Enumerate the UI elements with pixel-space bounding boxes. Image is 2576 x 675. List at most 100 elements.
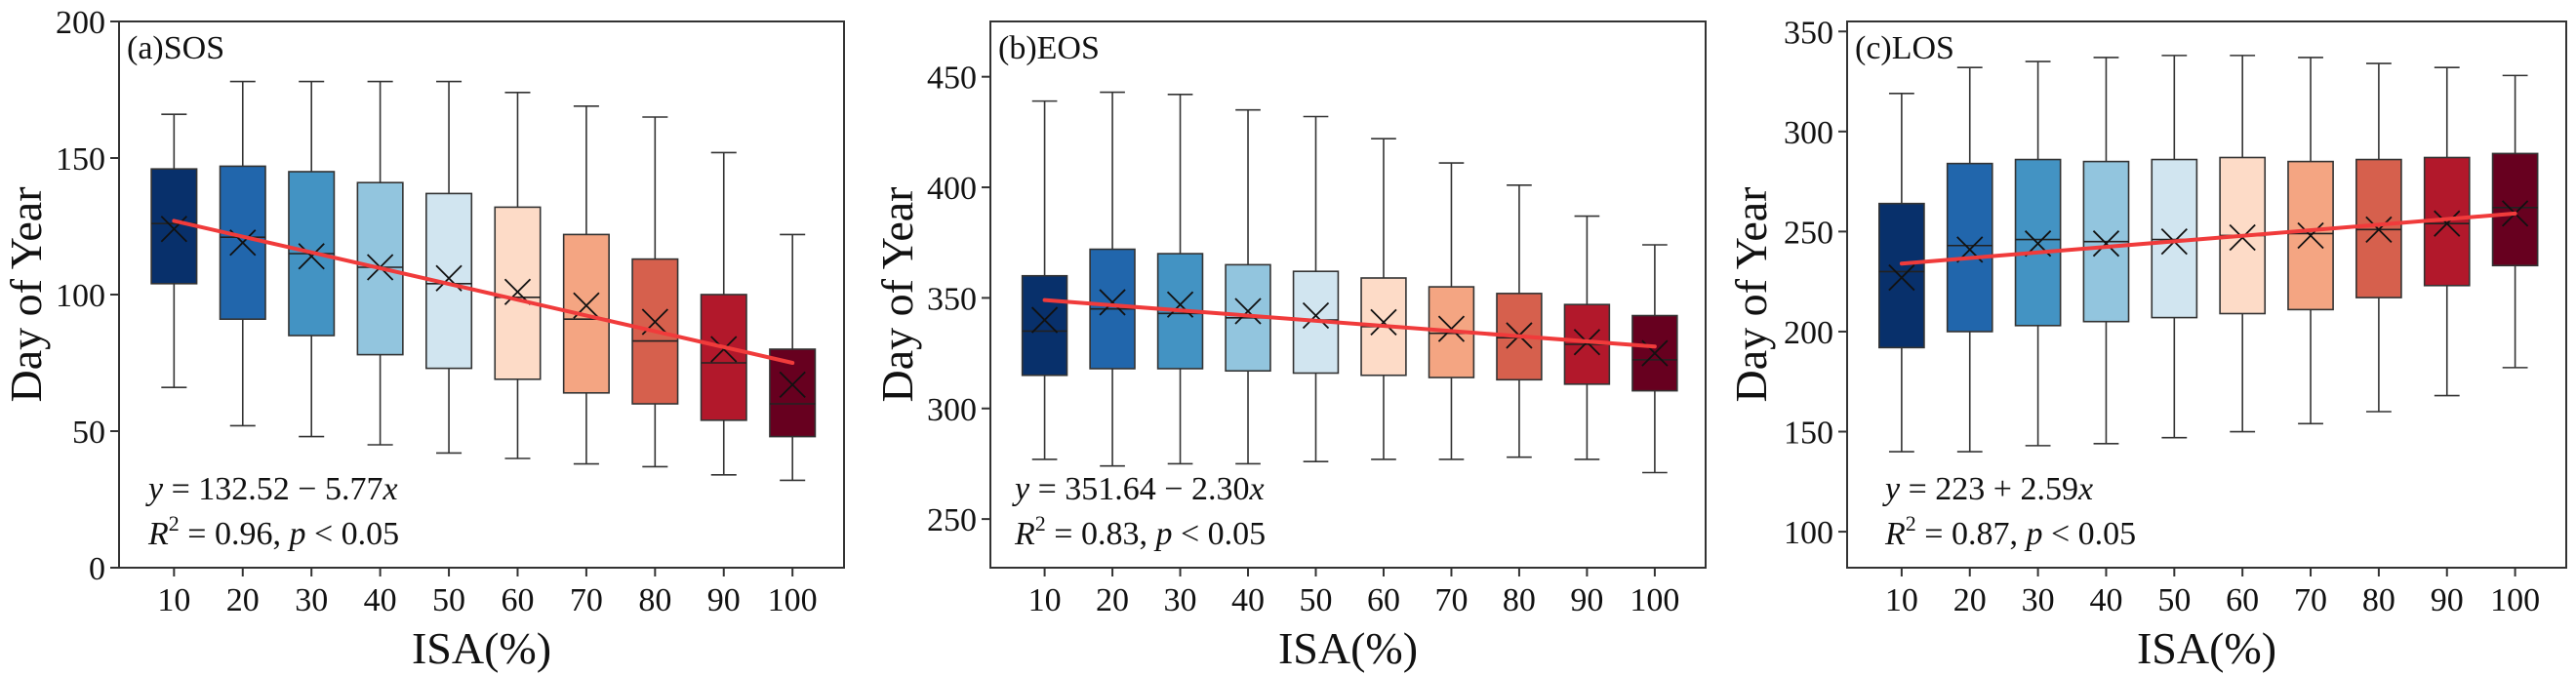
x-tick-label: 100 — [2490, 582, 2540, 618]
y-tick-label: 350 — [1784, 15, 1833, 51]
box-80 — [1496, 183, 1543, 458]
panel-title: (b)EOS — [998, 30, 1100, 66]
mean-marker — [2297, 221, 2324, 250]
box-100 — [1631, 244, 1678, 474]
box-10 — [1021, 99, 1068, 460]
box-50 — [1292, 115, 1340, 462]
box-30 — [1156, 94, 1204, 465]
mean-marker — [1888, 263, 1915, 292]
iqr-box — [2151, 158, 2198, 319]
box-90 — [1563, 215, 1611, 460]
iqr-box — [2491, 152, 2539, 267]
x-tick-label: 70 — [570, 582, 603, 618]
y-tick-label: 400 — [927, 171, 977, 207]
iqr-box — [1021, 274, 1068, 377]
x-axis-title: ISA(%) — [2137, 623, 2276, 673]
y-tick-label: 100 — [1784, 515, 1833, 551]
x-tick-label: 20 — [1096, 582, 1129, 618]
mean-marker — [2365, 216, 2393, 243]
iqr-box — [1878, 202, 1925, 349]
mean-marker — [503, 278, 532, 305]
mean-marker — [779, 371, 806, 399]
panel-eos: 250 300 350 400 450 10 20 30 40 50 60 70 80 90 100 (b)E… — [872, 20, 1707, 673]
x-tick-label: 70 — [1434, 582, 1468, 618]
iqr-box — [700, 294, 747, 421]
x-tick-label: 40 — [2089, 582, 2122, 618]
box-40 — [2082, 57, 2130, 445]
box-20 — [1946, 66, 1993, 453]
trend-line — [1042, 298, 1657, 349]
x-tick-label: 100 — [1630, 582, 1679, 618]
panel-sos: 0 50 100 150 200 10 20 30 40 50 60 70 80 90 100 (a)SOS y… — [1, 5, 845, 673]
mean-marker — [1437, 315, 1466, 342]
box-20 — [1089, 91, 1136, 467]
x-tick-label: 80 — [1503, 582, 1536, 618]
y-tick-label: 300 — [1784, 115, 1833, 151]
box-60 — [2219, 55, 2267, 433]
box-30 — [2014, 60, 2062, 447]
y-tick-label: 300 — [927, 392, 977, 428]
x-tick-label: 60 — [2226, 582, 2259, 618]
x-tick-label: 70 — [2294, 582, 2327, 618]
y-axis-title: Day of Year — [1726, 186, 1776, 402]
iqr-box — [356, 181, 404, 356]
box-40 — [356, 80, 404, 446]
x-tick-label: 80 — [638, 582, 671, 618]
y-tick-label: 0 — [89, 551, 105, 587]
plot-frame — [1846, 20, 2567, 569]
y-tick-label: 200 — [1784, 315, 1833, 351]
panel-title: (c)LOS — [1855, 30, 1954, 66]
box-70 — [2287, 57, 2334, 425]
x-tick-label: 30 — [1164, 582, 1197, 618]
x-tick-label: 30 — [2022, 582, 2055, 618]
mean-marker — [2092, 230, 2120, 258]
mean-marker — [229, 229, 257, 257]
x-tick-label: 50 — [2157, 582, 2191, 618]
y-tick-label: 350 — [927, 281, 977, 317]
mean-marker — [1166, 291, 1194, 318]
x-tick-label: 60 — [1367, 582, 1400, 618]
box-50 — [2151, 55, 2198, 439]
mean-marker — [1234, 298, 1262, 325]
y-tick-label: 450 — [927, 60, 977, 97]
mean-marker — [1370, 308, 1397, 336]
x-tick-label: 90 — [707, 582, 741, 618]
y-tick-label: 100 — [56, 278, 105, 314]
box-80 — [631, 116, 679, 468]
box-60 — [494, 92, 542, 459]
trend-line — [1899, 211, 2517, 266]
y-tick-label: 200 — [56, 5, 105, 41]
x-tick-label: 10 — [1028, 582, 1062, 618]
mean-marker — [1302, 301, 1330, 330]
y-tick-label: 250 — [927, 502, 977, 538]
x-tick-label: 60 — [501, 582, 534, 618]
mean-marker — [2434, 210, 2461, 237]
box-10 — [1878, 93, 1925, 453]
box-80 — [2355, 62, 2402, 413]
y-axis-title: Day of Year — [1, 186, 51, 402]
box-70 — [562, 105, 610, 465]
x-tick-label: 90 — [2431, 582, 2464, 618]
mean-marker — [710, 336, 738, 363]
box-10 — [150, 113, 198, 389]
iqr-box — [1946, 162, 1993, 333]
box-100 — [2491, 74, 2539, 369]
x-tick-label: 10 — [157, 582, 190, 618]
regression-equation: y = 351.64 − 2.30x — [1012, 471, 1265, 507]
regression-equation: y = 223 + 2.59x — [1882, 471, 2093, 507]
x-axis-title: ISA(%) — [1278, 623, 1418, 673]
regression-stats: R2 = 0.96, p < 0.05 — [147, 511, 399, 552]
trend-line — [172, 218, 795, 365]
x-tick-label: 100 — [768, 582, 818, 618]
box-70 — [1428, 162, 1475, 460]
box-50 — [425, 80, 473, 455]
x-tick-label: 20 — [226, 582, 260, 618]
x-tick-label: 40 — [364, 582, 397, 618]
mean-marker — [1030, 306, 1059, 334]
box-30 — [288, 80, 336, 438]
mean-marker — [1099, 289, 1126, 316]
iqr-box — [494, 206, 542, 380]
y-tick-label: 250 — [1784, 215, 1833, 251]
x-tick-label: 10 — [1885, 582, 1918, 618]
